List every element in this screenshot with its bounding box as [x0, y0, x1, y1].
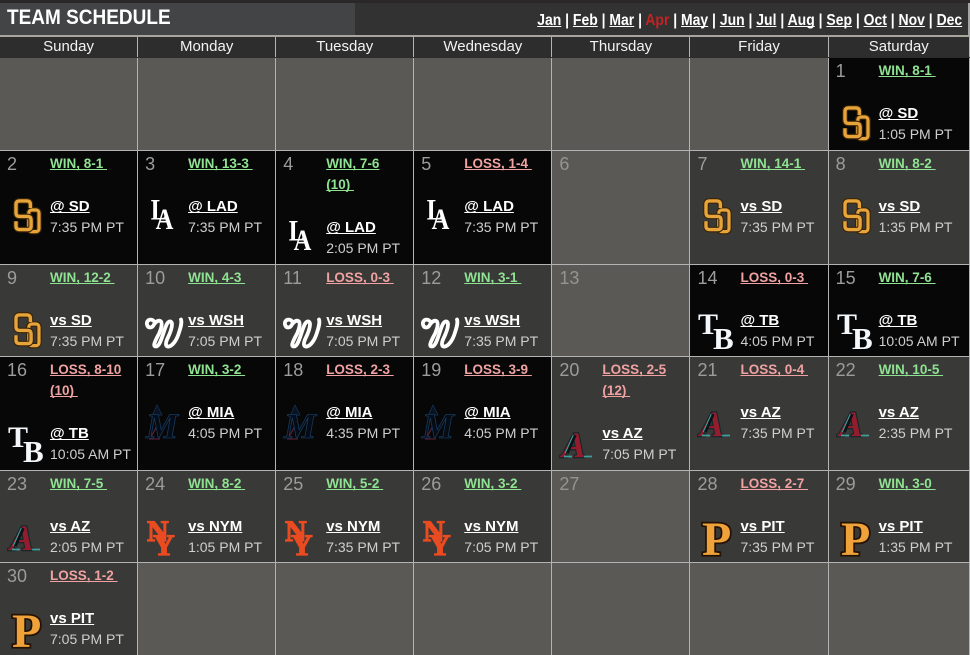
svg-text:P: P [702, 515, 731, 557]
svg-text:A: A [294, 223, 312, 256]
svg-text:A: A [698, 404, 724, 443]
svg-text:A: A [560, 425, 586, 464]
svg-text:L: L [151, 195, 167, 226]
svg-text:P: P [702, 515, 731, 557]
svg-text:P: P [841, 515, 870, 557]
svg-text:N: N [147, 515, 169, 548]
svg-text:A: A [837, 404, 863, 443]
svg-text:T: T [8, 422, 28, 454]
svg-text:L: L [289, 216, 305, 247]
svg-text:A: A [8, 518, 34, 557]
svg-text:B: B [852, 321, 873, 351]
svg-text:A: A [698, 404, 724, 443]
svg-text:A: A [432, 202, 450, 235]
svg-text:Y: Y [429, 529, 451, 557]
svg-text:P: P [12, 607, 41, 649]
svg-text:N: N [285, 515, 307, 548]
svg-text:N: N [423, 515, 445, 548]
svg-text:A: A [156, 202, 174, 235]
svg-text:P: P [841, 515, 870, 557]
svg-text:Y: Y [291, 529, 313, 557]
svg-text:L: L [427, 195, 443, 226]
svg-text:M: M [283, 406, 318, 443]
svg-text:B: B [23, 434, 44, 464]
svg-text:T: T [837, 309, 857, 341]
svg-text:B: B [713, 321, 734, 351]
svg-text:A: A [560, 425, 586, 464]
svg-text:M: M [421, 406, 456, 443]
svg-text:T: T [698, 309, 718, 341]
svg-text:M: M [145, 406, 180, 443]
svg-text:A: A [8, 518, 34, 557]
svg-text:A: A [837, 404, 863, 443]
svg-text:P: P [12, 607, 41, 649]
svg-text:Y: Y [153, 529, 175, 557]
